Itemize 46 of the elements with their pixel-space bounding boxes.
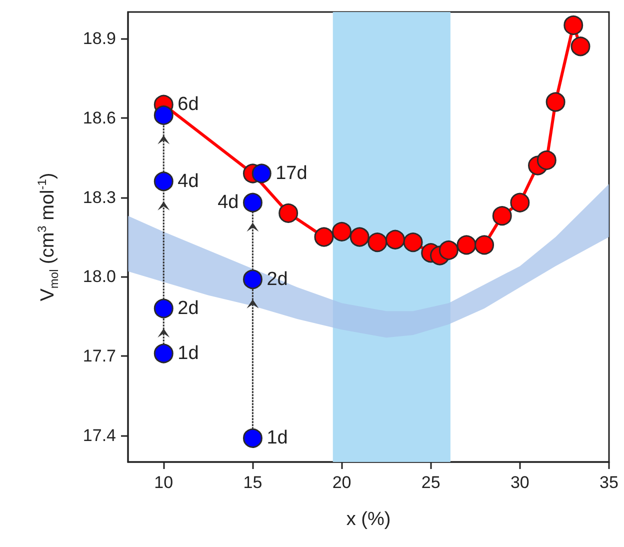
x-tick-label: 10 xyxy=(154,473,174,492)
point xyxy=(536,150,556,170)
annotation: 4d xyxy=(178,170,199,192)
y-tick-label: 18.6 xyxy=(82,108,116,128)
y-tick-label: 18.3 xyxy=(82,188,116,207)
point xyxy=(368,232,388,252)
point xyxy=(242,428,262,448)
point xyxy=(438,240,458,260)
point xyxy=(492,206,512,226)
x-tick-label: 20 xyxy=(332,473,352,492)
y-axis-title: Vmol (cm3 mol-1) xyxy=(35,172,61,302)
point xyxy=(278,203,298,223)
point xyxy=(154,105,174,125)
x-tick-label: 30 xyxy=(510,473,530,492)
x-tick-label: 25 xyxy=(421,473,440,492)
point xyxy=(403,232,423,252)
annotation: 1d xyxy=(266,428,288,449)
x-tick-label: 35 xyxy=(600,473,618,492)
annotation: 4d xyxy=(218,192,239,214)
point xyxy=(314,227,334,247)
annotation: 2d xyxy=(178,298,199,319)
point xyxy=(570,36,590,56)
point xyxy=(564,15,584,35)
x-tick-label: 15 xyxy=(243,473,262,492)
x-axis-title: x (%) xyxy=(346,509,391,530)
y-tick-label: 17.7 xyxy=(82,346,116,366)
point xyxy=(332,222,352,242)
point xyxy=(154,172,174,192)
point xyxy=(350,227,370,247)
point xyxy=(154,298,174,318)
point xyxy=(154,344,174,364)
point xyxy=(242,192,262,212)
y-tick-label: 18.9 xyxy=(82,28,116,48)
annotation: 6d xyxy=(178,94,199,116)
point xyxy=(546,92,566,112)
annotation: 17d xyxy=(276,162,308,184)
point xyxy=(242,270,262,290)
annotation: 2d xyxy=(266,268,288,290)
point xyxy=(510,192,530,212)
annotation: 1d xyxy=(178,342,199,364)
y-tick-label: 18.0 xyxy=(82,267,116,286)
point xyxy=(456,235,476,255)
y-tick-label: 17.4 xyxy=(82,426,116,446)
point xyxy=(474,235,494,255)
point xyxy=(385,230,405,250)
point xyxy=(252,164,272,184)
